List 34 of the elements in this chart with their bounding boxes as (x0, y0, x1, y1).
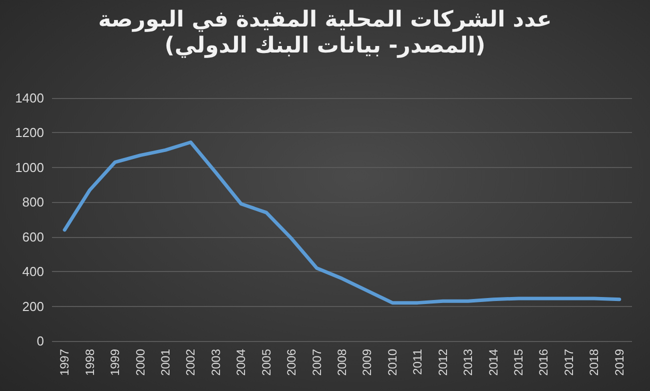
chart-title: عدد الشركات المحلية المقيدة في البورصة (98, 8, 552, 32)
line-series (62, 140, 622, 305)
x-tick-label: 2008 (335, 348, 349, 376)
x-tick-label: 2013 (461, 348, 476, 376)
x-tick-label: 2018 (587, 348, 602, 376)
y-tick-label: 400 (22, 264, 44, 280)
x-tick-label: 2014 (486, 348, 500, 376)
x-tick-label: 2005 (259, 348, 274, 376)
x-tick-label: 2015 (512, 348, 526, 376)
x-tick-label: 2017 (562, 348, 576, 376)
y-tick-label: 1400 (15, 90, 44, 106)
x-tick-label: 2000 (133, 348, 148, 376)
x-tick-label: 2006 (284, 348, 299, 376)
x-tick-label: 2007 (310, 348, 324, 376)
y-tick-label: 0 (36, 334, 44, 348)
y-tick-label: 800 (22, 194, 44, 210)
y-tick-label: 1000 (15, 160, 44, 175)
x-tick-label: 2001 (158, 348, 172, 376)
y-tick-label: 600 (22, 229, 44, 244)
x-tick-label: 2012 (436, 348, 450, 376)
x-tick-label: 1999 (108, 348, 122, 376)
x-tick-label: 2003 (208, 348, 223, 376)
x-tick-label: 2002 (184, 348, 198, 376)
chart-subtitle: (المصدر- بيانات البنك الدولي) (164, 34, 486, 58)
x-tick-label: 2010 (385, 348, 400, 376)
x-tick-label: 2004 (234, 348, 248, 376)
x-tick-label: 2016 (536, 348, 551, 376)
y-tick-label: 200 (22, 298, 44, 314)
y-tick-label: 1200 (15, 125, 44, 140)
x-tick-label: 2009 (360, 348, 374, 376)
x-tick-label: 1997 (58, 348, 72, 376)
x-tick-label: 2019 (612, 348, 626, 376)
x-tick-label: 1998 (82, 348, 97, 376)
x-tick-label: 2011 (410, 348, 425, 375)
